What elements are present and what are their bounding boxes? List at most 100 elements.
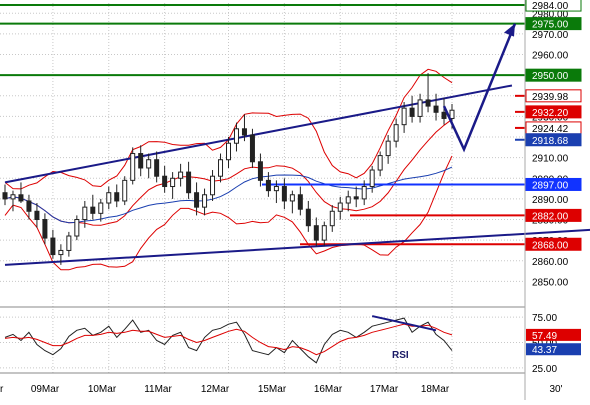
candle-body <box>50 237 56 256</box>
candle-body <box>18 194 24 202</box>
candle-body <box>297 194 303 210</box>
candle-body <box>58 249 64 256</box>
candle-body <box>74 219 80 237</box>
candle-body <box>377 155 383 171</box>
rsi-title: RSI <box>392 350 409 361</box>
candle-body <box>425 99 431 107</box>
candle-body <box>361 186 367 200</box>
level-label: 2975.00 <box>532 20 569 31</box>
candle-body <box>210 175 216 196</box>
x-tick-label: r <box>0 384 4 395</box>
y-tick-label: 2980.00 <box>532 9 569 20</box>
candle-body <box>122 179 128 202</box>
level-label: 2882.00 <box>532 211 569 222</box>
level-label-box <box>525 237 582 251</box>
rsi-line <box>4 317 453 364</box>
candle-body <box>321 225 327 241</box>
level-label: 2897.00 <box>532 180 569 191</box>
candle-body <box>130 153 136 181</box>
candle-body <box>441 111 447 119</box>
x-tick-label: 10Mar <box>88 384 117 395</box>
rsi-signal-line <box>4 323 453 356</box>
candle-body <box>345 196 351 204</box>
level-label: 2932.20 <box>532 108 569 119</box>
candle-body <box>194 192 200 208</box>
candle-body <box>2 192 8 200</box>
forecast-arrow-path <box>442 23 517 153</box>
bollinger-middle-band <box>4 118 453 226</box>
level-label: 2950.00 <box>532 71 569 82</box>
candle-body <box>170 177 176 188</box>
level-label-box <box>525 0 582 12</box>
candle-body <box>42 219 48 239</box>
rsi-level-label: 57.49 <box>532 331 557 342</box>
x-tick-label: 12Mar <box>201 384 230 395</box>
bollinger-lower-band <box>4 155 453 271</box>
level-label: 2918.68 <box>532 136 569 147</box>
candle-body <box>369 169 375 188</box>
candle-body <box>202 194 208 208</box>
candle-body <box>178 171 184 179</box>
x-tick-label: 15Mar <box>258 384 287 395</box>
x-tick-label: 16Mar <box>314 384 343 395</box>
candle-body <box>385 140 391 157</box>
level-label-box <box>525 89 582 103</box>
candle-body <box>257 161 263 181</box>
candle-body <box>353 196 359 200</box>
level-label-box <box>525 208 582 222</box>
candle-body <box>226 142 231 161</box>
candle-body <box>281 186 287 202</box>
candle-body <box>154 159 160 177</box>
candle-body <box>241 128 247 136</box>
candle-body <box>273 186 279 192</box>
candle-body <box>138 153 144 169</box>
x-tick-label: 09Mar <box>31 384 60 395</box>
x-tick-label: 30' <box>549 384 562 395</box>
candle-body <box>313 225 319 241</box>
x-tick-label: 18Mar <box>421 384 450 395</box>
level-label-box <box>525 68 582 82</box>
candle-body <box>10 194 16 200</box>
level-label: 2868.00 <box>532 240 569 251</box>
level-label-box <box>525 133 582 147</box>
candle-body <box>417 99 423 117</box>
forecast-arrowhead <box>504 23 515 37</box>
candle-body <box>265 179 271 192</box>
candle-body <box>393 124 399 142</box>
candle-body <box>186 171 192 194</box>
candle-body <box>337 202 343 212</box>
rsi-level-label-box <box>526 343 581 356</box>
candle-body <box>218 159 224 177</box>
level-label-box <box>525 105 582 119</box>
y-tick-label: 2890.00 <box>532 195 569 206</box>
y-tick-label: 2910.00 <box>532 154 569 165</box>
candle-body <box>305 208 311 227</box>
y-tick-label: 2860.00 <box>532 257 569 268</box>
y-tick-label: 2960.00 <box>532 51 569 62</box>
level-label: 2939.98 <box>532 92 569 103</box>
candle-body <box>90 206 96 214</box>
candle-body <box>34 210 40 221</box>
x-tick-label: 11Mar <box>144 384 172 395</box>
rsi-level-label-box <box>526 328 581 341</box>
y-tick-label: 2850.00 <box>532 277 569 288</box>
candle-body <box>249 134 255 163</box>
candle-body <box>409 107 415 117</box>
candle-body <box>82 206 88 221</box>
candle-body <box>449 109 455 119</box>
channel-trendline <box>4 228 590 266</box>
level-label: 2984.00 <box>532 1 569 12</box>
moving-average-line <box>4 166 453 224</box>
rsi-level-label: 43.37 <box>532 345 557 356</box>
candle-body <box>66 235 72 251</box>
candle-body <box>98 202 104 214</box>
x-tick-label: 17Mar <box>370 384 399 395</box>
y-tick-label: 2970.00 <box>532 30 569 41</box>
level-label-box <box>525 17 582 31</box>
candle-body <box>146 159 152 169</box>
level-label-box <box>525 177 582 191</box>
candle-body <box>401 107 407 126</box>
candle-body <box>26 200 32 212</box>
